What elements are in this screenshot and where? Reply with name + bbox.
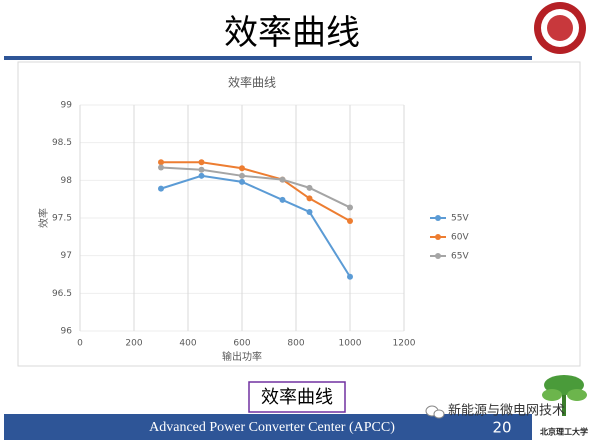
university-name: 北京理工大学 <box>540 427 588 437</box>
point <box>239 178 245 185</box>
logo <box>534 2 586 54</box>
y-axis-label: 效率 <box>37 208 50 228</box>
point <box>347 204 353 211</box>
watermark: 新能源与微电网技术 <box>448 403 565 419</box>
point <box>158 185 164 192</box>
x-tick-label: 1000 <box>339 339 362 349</box>
legend-marker <box>435 253 441 259</box>
point <box>306 184 313 191</box>
x-tick-label: 1200 <box>393 339 416 349</box>
series-line <box>160 174 351 278</box>
point <box>347 218 353 225</box>
caption-box <box>248 381 346 413</box>
point <box>347 273 353 280</box>
tree-logo <box>542 375 587 416</box>
x-axis-label: 输出功率 <box>222 350 262 363</box>
y-tick-label: 96.5 <box>52 289 72 299</box>
chart-frame <box>17 61 581 367</box>
legend-marker <box>435 215 441 221</box>
point <box>306 195 313 202</box>
point <box>198 172 205 179</box>
wechat-icon <box>425 405 445 419</box>
y-tick-label: 99 <box>61 101 73 111</box>
x-tick-label: 800 <box>287 339 304 349</box>
caption: 效率曲线 <box>261 387 333 408</box>
y-tick-label: 98 <box>61 176 73 186</box>
legend-label: 65V <box>451 252 469 262</box>
x-tick-label: 0 <box>77 339 83 349</box>
point <box>198 159 205 166</box>
point <box>198 166 205 173</box>
point <box>279 176 286 183</box>
slide-title: 效率曲线 <box>224 13 360 53</box>
y-tick-label: 96 <box>61 327 73 337</box>
point <box>158 159 164 166</box>
x-tick-label: 600 <box>233 339 250 349</box>
series-line <box>161 161 351 222</box>
y-tick-label: 97 <box>61 251 72 261</box>
point <box>306 208 313 215</box>
y-tick-label: 97.5 <box>52 214 72 224</box>
page-number: 20 <box>492 419 511 437</box>
plot: 96 96.5 97 97.5 98 98.5 99 0 200 400 600 800 1000 120… <box>52 101 469 349</box>
series-line <box>160 166 351 209</box>
point <box>279 196 286 203</box>
x-tick-label: 200 <box>125 339 142 349</box>
y-tick-label: 98.5 <box>52 138 72 148</box>
footer-text: Advanced Power Converter Center (APCC) <box>149 420 395 435</box>
point <box>239 172 245 179</box>
legend-label: 60V <box>451 233 469 243</box>
footer-bar <box>4 414 532 440</box>
point <box>158 164 164 171</box>
legend-marker <box>435 234 441 240</box>
x-tick-label: 400 <box>179 339 196 349</box>
chart-title: 效率曲线 <box>228 75 276 90</box>
point <box>239 165 245 172</box>
legend-label: 55V <box>451 214 469 224</box>
title-rule <box>4 56 532 60</box>
